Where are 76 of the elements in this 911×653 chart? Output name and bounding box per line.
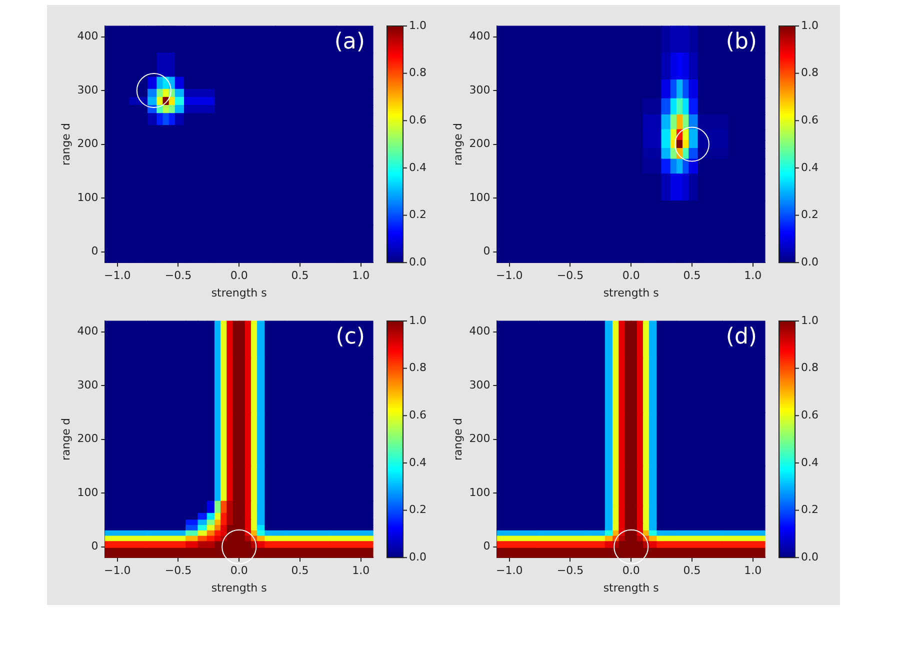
x-tick-label: 1.0 [744,269,762,282]
color-bar-label: 0.2 [409,503,426,516]
x-tick-label: 0.5 [683,564,701,578]
x-tick-label: 1.0 [352,269,370,282]
color-bar-label: 0.2 [801,503,818,516]
y-tick-label: 100 [77,486,98,499]
x-tick-label: 0.5 [291,269,309,282]
color-bar-label: 1.0 [409,314,426,327]
x-axis-title: strength s [603,581,660,594]
y-tick-label: 200 [77,137,98,150]
annotation: (d) [726,324,757,350]
annotation: (b) [726,30,757,55]
y-tick-label: 100 [469,486,490,499]
x-tick-label: −1.0 [104,269,131,282]
color-bar-label: 1.0 [409,18,426,32]
y-tick-label: 0 [483,540,490,553]
color-bar-label: 0.6 [801,408,818,422]
x-tick-label: 1.0 [352,564,370,578]
y-axis-title: range d [59,418,72,461]
color-bar-label: 0.0 [801,550,818,564]
color-bar-label: 0.2 [801,208,818,222]
color-bar-label: 0.8 [409,66,426,80]
y-axis-title: range d [59,123,72,166]
x-tick-label: −0.5 [164,564,192,578]
y-tick-label: 200 [469,137,490,150]
y-tick-label: 200 [469,432,490,446]
x-tick-label: −0.5 [556,269,584,282]
x-tick-label: 0.0 [622,564,640,578]
color-bar-label: 0.0 [409,255,426,268]
y-tick-label: 400 [469,30,490,43]
y-tick-label: 400 [469,324,490,338]
annotation: (c) [336,324,365,350]
color-bar-label: 0.4 [409,456,426,469]
color-bar-label: 0.8 [801,361,818,374]
x-tick-label: 0.0 [230,269,248,282]
color-bar-label: 0.4 [409,160,426,174]
x-axis-title: strength s [211,581,268,594]
color-bar-label: 0.8 [801,66,818,80]
x-tick-label: −1.0 [104,564,131,578]
color-bar-label: 0.4 [801,160,818,174]
y-tick-label: 100 [77,190,98,204]
color-bar-label: 1.0 [801,18,818,32]
color-bar-label: 0.6 [409,114,426,126]
color-bar-label: 0.4 [801,456,818,469]
color-bar-label: 0.0 [801,255,818,268]
color-bar-label: 1.0 [801,314,818,327]
x-tick-label: 0.0 [622,269,640,282]
color-bar-label: 0.6 [801,114,818,126]
y-tick-label: 200 [77,432,98,446]
color-bar-label: 0.0 [409,550,426,564]
color-bar-label: 0.6 [409,408,426,422]
y-tick-label: 400 [77,324,98,338]
x-tick-label: −0.5 [164,269,192,282]
x-tick-label: 1.0 [744,564,762,578]
x-axis-title: strength s [603,286,660,300]
annotation: (a) [334,30,365,55]
y-tick-label: 0 [483,244,490,258]
x-tick-label: 0.5 [291,564,309,578]
y-tick-label: 300 [469,378,490,392]
y-tick-label: 0 [91,244,98,258]
x-tick-label: −1.0 [496,564,523,578]
y-tick-label: 300 [77,378,98,392]
y-tick-label: 400 [77,30,98,43]
y-tick-label: 0 [91,540,98,553]
x-tick-label: 0.0 [230,564,248,578]
color-bar-label: 0.8 [409,361,426,374]
color-bar-label: 0.2 [409,208,426,222]
x-tick-label: −0.5 [556,564,584,578]
y-tick-label: 100 [469,190,490,204]
x-axis-title: strength s [211,286,268,300]
x-tick-label: −1.0 [496,269,523,282]
x-tick-label: 0.5 [683,269,701,282]
y-tick-label: 300 [469,83,490,96]
y-axis-title: range d [451,418,464,461]
y-tick-label: 300 [77,83,98,96]
y-axis-title: range d [451,123,464,166]
